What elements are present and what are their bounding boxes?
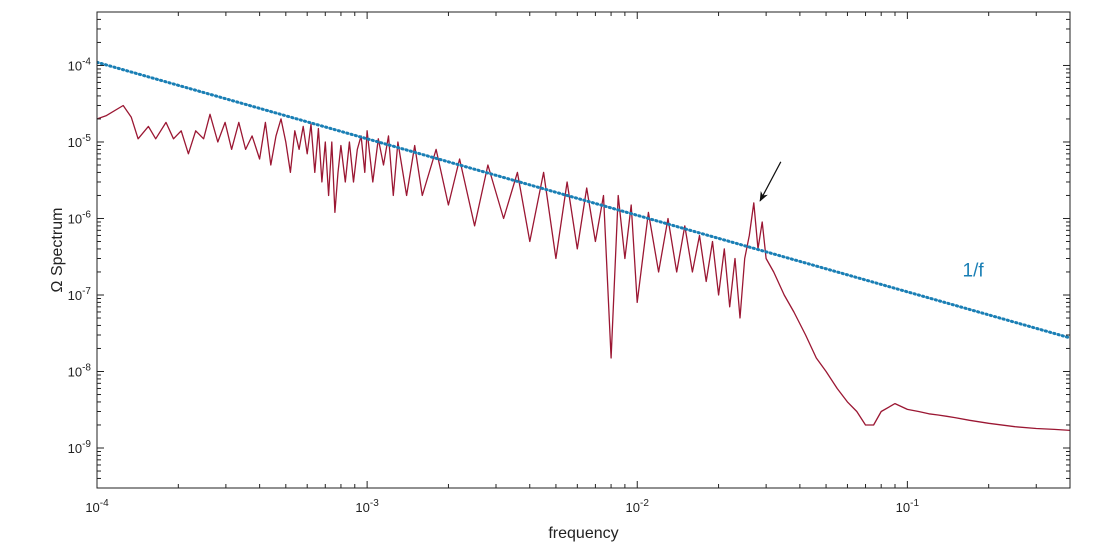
y-axis-label: Ω Spectrum <box>49 208 66 293</box>
annotation-layer: 1/f <box>759 161 985 281</box>
x-tick-label: 10-3 <box>355 498 379 515</box>
one-over-f-label: 1/f <box>963 260 985 281</box>
peak-arrow <box>759 161 782 202</box>
plot-frame <box>96 11 1071 489</box>
y-axis: 10-9 10-8 10-7 10-6 10-5 10-4 <box>68 11 1070 489</box>
y-tick-label: 10-5 <box>68 133 92 150</box>
x-tick-label: 10-1 <box>896 498 920 515</box>
y-tick-label: 10-7 <box>68 286 92 303</box>
series-layer <box>97 60 1070 432</box>
series-1-line <box>97 104 1070 432</box>
y-tick-label: 10-4 <box>68 56 92 73</box>
series-2-line <box>97 60 1070 340</box>
x-tick-label: 10-2 <box>626 498 650 515</box>
y-tick-label: 10-6 <box>68 209 92 226</box>
x-axis: 10-4 10-3 10-2 10-1 <box>85 12 1071 515</box>
y-tick-label: 10-9 <box>68 439 92 456</box>
x-axis-label: frequency <box>548 525 618 542</box>
y-tick-label: 10-8 <box>68 362 92 379</box>
x-tick-label: 10-4 <box>85 498 109 515</box>
